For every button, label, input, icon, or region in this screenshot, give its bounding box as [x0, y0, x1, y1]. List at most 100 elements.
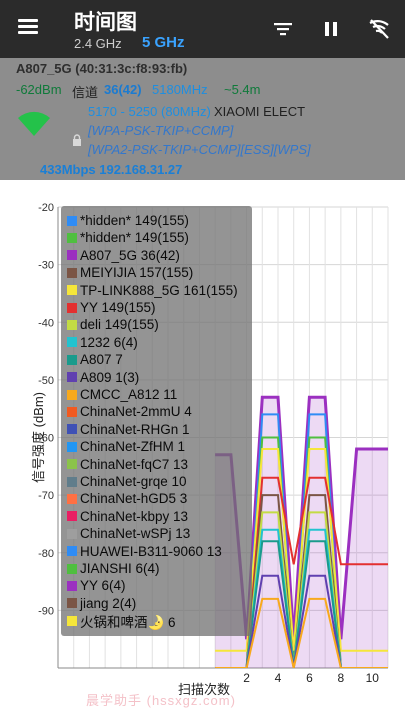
- x-tick-label: 4: [275, 671, 282, 685]
- legend-label: A807 7: [80, 352, 123, 368]
- legend-item: ChinaNet-grqe 10: [67, 473, 187, 490]
- series-line-10: [215, 597, 388, 668]
- legend-item: 火锅和啤酒🌛 6: [67, 612, 176, 630]
- wifi-signal-icon: [18, 111, 50, 136]
- legend-swatch: [67, 354, 77, 365]
- y-tick-label: -60: [38, 433, 54, 445]
- legend-swatch: [67, 615, 77, 626]
- legend-swatch: [67, 372, 77, 383]
- legend-item: ChinaNet-hGD5 3: [67, 490, 187, 507]
- frequency: 5180MHz: [152, 82, 208, 97]
- legend-item: JIANSHI 6(4): [67, 560, 160, 577]
- band-5ghz-tab[interactable]: 5 GHz: [142, 34, 185, 51]
- chart-legend: *hidden* 149(155) *hidden* 149(155) A807_5…: [61, 206, 252, 636]
- legend-item: ChinaNet-wSPj 13: [67, 525, 190, 542]
- channel-value: 36(42): [104, 82, 142, 97]
- y-axis-label: 信号强度 (dBm): [31, 392, 46, 483]
- legend-label: JIANSHI 6(4): [80, 561, 160, 576]
- filter-icon[interactable]: [268, 14, 298, 44]
- legend-swatch: [67, 302, 77, 313]
- legend-label: ChinaNet-kbpy 13: [80, 508, 189, 524]
- y-tick-label: -80: [38, 548, 54, 560]
- series-line-4: [215, 476, 388, 668]
- legend-swatch: [67, 493, 77, 504]
- legend-item: A807 7: [67, 351, 123, 368]
- y-tick-label: -20: [38, 202, 54, 214]
- band-2-4ghz-tab[interactable]: 2.4 GHz: [74, 36, 122, 51]
- legend-item: ChinaNet-ZfHM 1: [67, 438, 185, 455]
- legend-label: ChinaNet-2mmU 4: [80, 404, 192, 420]
- legend-item: MEIYIJIA 157(155): [67, 264, 193, 281]
- channel-label: 信道: [72, 85, 99, 100]
- legend-swatch: [67, 267, 77, 278]
- legend-swatch: [67, 476, 77, 487]
- legend-swatch: [67, 232, 77, 243]
- legend-item: ChinaNet-fqC7 13: [67, 456, 188, 473]
- legend-item: TP-LINK888_5G 161(155): [67, 282, 238, 299]
- legend-item: A807_5G 36(42): [67, 247, 180, 264]
- legend-label: 火锅和啤酒🌛 6: [80, 614, 176, 630]
- legend-swatch: [67, 319, 77, 330]
- y-tick-label: -50: [38, 375, 54, 387]
- page-title: 时间图: [74, 11, 137, 34]
- legend-label: ChinaNet-ZfHM 1: [80, 439, 186, 455]
- frequency-range: 5170 - 5250 (80MHz): [88, 104, 211, 119]
- legend-label: ChinaNet-RHGn 1: [80, 421, 190, 437]
- legend-label: ChinaNet-hGD5 3: [80, 491, 188, 507]
- connected-ssid: A807_5G (40:31:3c:f8:93:fb): [16, 61, 188, 76]
- legend-swatch: [67, 546, 77, 557]
- legend-item: *hidden* 149(155): [67, 229, 189, 246]
- legend-item: YY 149(155): [67, 299, 156, 316]
- legend-swatch: [67, 250, 77, 261]
- legend-swatch: [67, 528, 77, 539]
- lock-icon: [73, 134, 81, 146]
- wifi-scan-off-icon[interactable]: [364, 14, 394, 44]
- legend-item: ChinaNet-RHGn 1: [67, 421, 190, 438]
- link-speed-ip: 433Mbps 192.168.31.27: [40, 162, 183, 177]
- x-tick-label: 6: [306, 671, 313, 685]
- y-tick-label: -90: [38, 605, 54, 617]
- legend-label: YY 149(155): [80, 300, 156, 315]
- x-tick-label: 10: [366, 671, 380, 685]
- legend-swatch: [67, 389, 77, 400]
- legend-swatch: [67, 441, 77, 452]
- legend-label: ChinaNet-grqe 10: [80, 474, 187, 489]
- legend-swatch: [67, 598, 77, 609]
- connection-info-panel[interactable]: A807_5G (40:31:3c:f8:93:fb) -62dBm 信道 36…: [0, 58, 405, 180]
- pause-icon[interactable]: [316, 14, 346, 44]
- legend-label: *hidden* 149(155): [80, 213, 189, 228]
- series-line-9: [215, 574, 388, 668]
- legend-swatch: [67, 563, 77, 574]
- menu-icon[interactable]: [12, 12, 46, 42]
- distance: ~5.4m: [224, 82, 261, 97]
- y-tick-label: -70: [38, 490, 54, 502]
- legend-label: 1232 6(4): [80, 334, 138, 350]
- y-tick-label: -40: [38, 317, 54, 329]
- legend-swatch: [67, 215, 77, 226]
- legend-swatch: [67, 424, 77, 435]
- legend-item: ChinaNet-kbpy 13: [67, 508, 188, 525]
- legend-label: ChinaNet-fqC7 13: [80, 456, 189, 472]
- vendor-name: XIAOMI ELECT: [214, 104, 306, 119]
- x-axis-label: 扫描次数: [178, 682, 230, 697]
- legend-label: ChinaNet-wSPj 13: [80, 526, 191, 542]
- legend-label: jiang 2(4): [80, 595, 137, 611]
- legend-item: jiang 2(4): [67, 595, 136, 612]
- security-capabilities-2: [WPA2-PSK-TKIP+CCMP][ESS][WPS]: [88, 142, 311, 157]
- legend-item: ChinaNet-2mmU 4: [67, 403, 192, 420]
- app-bar: 时间图 2.4 GHz 5 GHz: [0, 0, 405, 58]
- legend-swatch: [67, 580, 77, 591]
- legend-label: TP-LINK888_5G 161(155): [80, 282, 238, 298]
- watermark: 晨学助手 (hssxgz.com): [86, 693, 236, 708]
- legend-item: A809 1(3): [67, 369, 139, 386]
- legend-swatch: [67, 285, 77, 296]
- x-tick-label: 2: [243, 671, 250, 685]
- legend-label: deli 149(155): [80, 317, 159, 333]
- legend-label: YY 6(4): [80, 578, 126, 594]
- legend-swatch: [67, 406, 77, 417]
- x-tick-label: 8: [338, 671, 345, 685]
- signal-strength: -62dBm: [16, 82, 62, 97]
- legend-swatch: [67, 337, 77, 348]
- series-line-3: [215, 448, 388, 652]
- legend-label: *hidden* 149(155): [80, 230, 189, 246]
